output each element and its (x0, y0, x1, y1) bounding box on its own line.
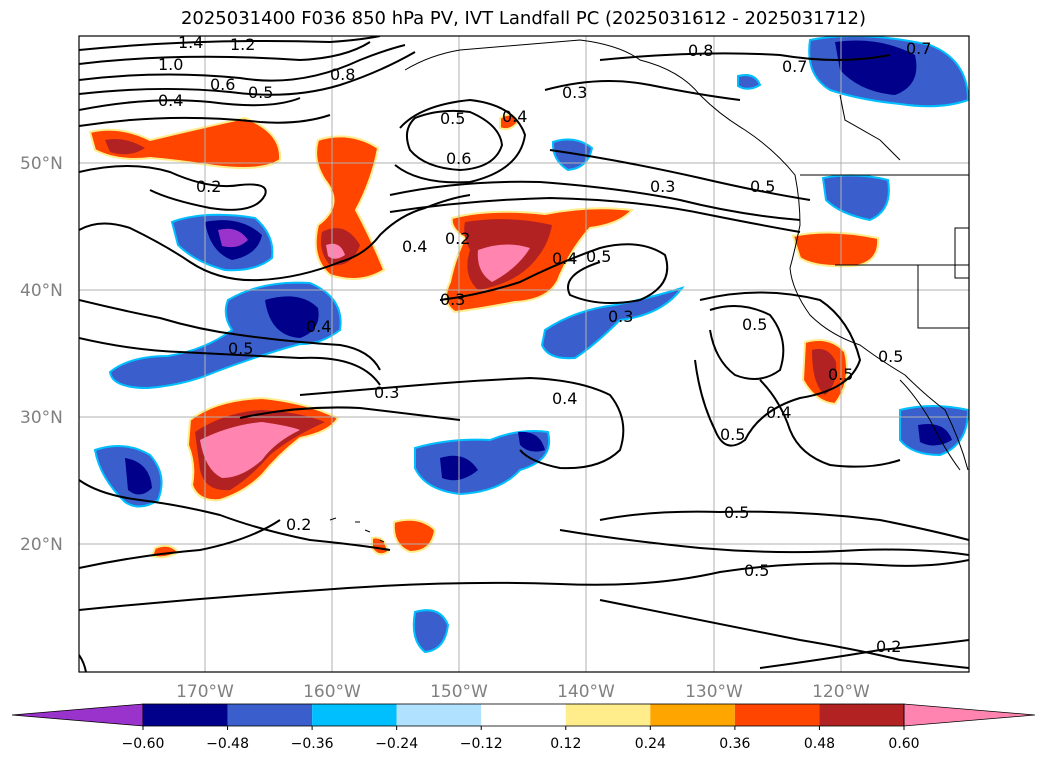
contour-label: 0.6 (446, 149, 471, 168)
contour-label: 0.2 (196, 177, 221, 196)
contour-label: 0.4 (552, 389, 577, 408)
colorbar-tick-label: −0.36 (291, 736, 334, 752)
colorbar: −0.60 −0.48 −0.36 −0.24 −0.12 0.12 0.24 0.36 0.4… (11, 703, 1036, 752)
lat-label-40n: 40°N (20, 281, 63, 301)
lon-label-170w: 170°W (176, 682, 234, 702)
colorbar-tick-label: −0.60 (122, 736, 165, 752)
contour-label: 0.3 (608, 307, 633, 326)
contour-label: 0.2 (876, 637, 901, 656)
contour-label: 0.4 (402, 237, 427, 256)
colorbar-swatch (396, 704, 482, 726)
contour-label: 0.2 (286, 515, 311, 534)
colorbar-swatch (481, 704, 566, 726)
contour-label: 0.4 (766, 403, 791, 422)
anomaly-fill-layer (88, 36, 969, 654)
contour-label: 0.8 (330, 65, 355, 84)
contour-label: 0.3 (440, 290, 465, 309)
contour-label: 0.4 (502, 107, 527, 126)
colorbar-extend-low (11, 703, 144, 727)
colorbar-tick-label: −0.24 (375, 736, 418, 752)
contour-label: 0.5 (228, 339, 253, 358)
colorbar-extend-high (903, 703, 1036, 727)
contour-label: 1.4 (178, 33, 203, 52)
contour-label: 0.5 (586, 247, 611, 266)
contour-label: 0.3 (650, 177, 675, 196)
lat-label-30n: 30°N (20, 408, 63, 428)
colorbar-tick-label: 0.12 (550, 736, 581, 752)
contour-label: 0.5 (440, 109, 465, 128)
contour-label: 1.2 (230, 35, 255, 54)
lon-label-130w: 130°W (685, 682, 743, 702)
contour-label: 0.7 (782, 57, 807, 76)
contour-label: 0.5 (750, 177, 775, 196)
lat-label-20n: 20°N (20, 535, 63, 555)
contour-label: 0.4 (552, 249, 577, 268)
lon-label-150w: 150°W (430, 682, 488, 702)
lon-label-120w: 120°W (812, 682, 870, 702)
colorbar-swatch (312, 704, 397, 726)
colorbar-swatch (819, 704, 904, 726)
coastlines (329, 39, 969, 543)
colorbar-tick-label: 0.24 (635, 736, 666, 752)
colorbar-swatch (565, 704, 651, 726)
contour-label: 0.5 (724, 503, 749, 522)
colorbar-swatch (143, 704, 228, 726)
pv-contours (79, 36, 969, 672)
contour-label: 0.5 (720, 425, 745, 444)
latitude-labels: 50°N 40°N 30°N 20°N (20, 154, 63, 555)
contour-label-layer: 1.4 1.2 1.0 0.6 0.5 0.4 0.8 0.3 0.5 0.4 … (158, 33, 931, 656)
contour-label: 0.8 (688, 41, 713, 60)
contour-label: 0.7 (906, 39, 931, 58)
contour-label: 0.5 (744, 561, 769, 580)
colorbar-tick-label: 0.36 (719, 736, 750, 752)
lon-label-140w: 140°W (557, 682, 615, 702)
contour-label: 0.2 (445, 229, 470, 248)
colorbar-swatch (650, 704, 735, 726)
contour-label: 0.5 (878, 347, 903, 366)
contour-label: 1.0 (158, 55, 183, 74)
graticule (79, 36, 969, 672)
contour-label: 0.3 (562, 83, 587, 102)
contour-label: 0.6 (210, 75, 235, 94)
colorbar-tick-label: 0.48 (804, 736, 835, 752)
lat-label-50n: 50°N (20, 154, 63, 174)
map-border (78, 35, 970, 673)
colorbar-outline (142, 703, 905, 727)
contour-label: 0.5 (742, 315, 767, 334)
colorbar-swatch (227, 704, 313, 726)
contour-label: 0.5 (248, 83, 273, 102)
colorbar-tick-label: 0.60 (888, 736, 919, 752)
contour-label: 0.4 (158, 91, 183, 110)
map-title: 2025031400 F036 850 hPa PV, IVT Landfall… (180, 8, 867, 29)
colorbar-swatch (734, 704, 820, 726)
contour-label: 0.3 (374, 383, 399, 402)
colorbar-tick-label: −0.12 (460, 736, 503, 752)
lon-label-160w: 160°W (303, 682, 361, 702)
contour-label: 0.4 (306, 317, 331, 336)
colorbar-tick-label: −0.48 (206, 736, 249, 752)
contour-label: 0.5 (828, 365, 853, 384)
longitude-labels: 170°W 160°W 150°W 140°W 130°W 120°W (176, 682, 870, 702)
